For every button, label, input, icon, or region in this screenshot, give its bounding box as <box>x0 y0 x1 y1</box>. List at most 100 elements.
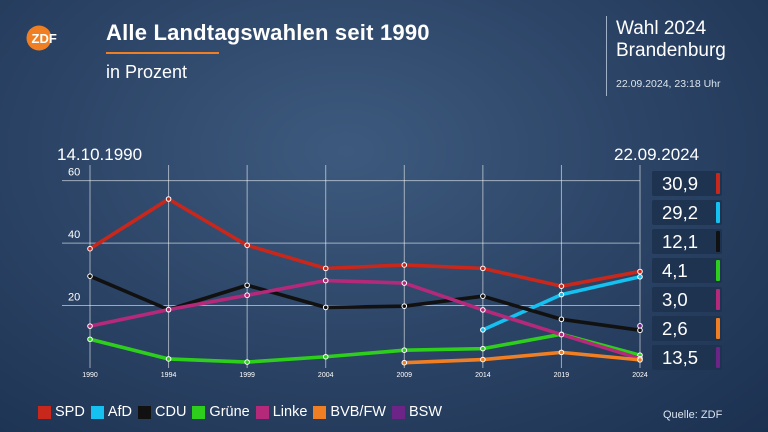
data-point <box>480 345 486 352</box>
x-tick-label: 2009 <box>396 372 412 379</box>
x-tick-label: 1999 <box>239 372 255 379</box>
data-point <box>322 277 329 284</box>
legend-label: CDU <box>155 404 187 420</box>
data-point <box>480 307 486 313</box>
result-color-bar <box>716 173 720 194</box>
end-date: 22.09.2024 <box>614 145 700 164</box>
result-box: 12,1 <box>652 229 722 254</box>
result-color-bar <box>716 260 720 281</box>
result-color-bar <box>716 347 720 368</box>
legend-item: BVB/FW <box>313 404 386 420</box>
result-box: 3,0 <box>652 287 722 312</box>
result-color-bar <box>716 289 720 310</box>
data-point <box>480 327 486 333</box>
legend-swatch <box>392 405 405 419</box>
x-tick-label: 2004 <box>318 372 334 379</box>
legend-item: CDU <box>138 404 186 420</box>
result-value: 2,6 <box>662 318 688 339</box>
data-point <box>558 331 565 338</box>
legend-item: Linke <box>255 404 308 420</box>
result-color-bar <box>716 202 720 223</box>
data-point <box>165 196 172 202</box>
legend-label: Grüne <box>209 404 250 420</box>
data-point <box>87 245 93 252</box>
legend-swatch <box>138 405 151 419</box>
legend-item: SPD <box>38 404 85 420</box>
data-point <box>480 356 486 363</box>
data-point <box>244 242 250 249</box>
legend-item: BSW <box>392 404 442 420</box>
legend-item: Grüne <box>192 404 250 420</box>
data-point <box>480 293 486 299</box>
data-point <box>87 273 93 279</box>
series-line-gr-ne <box>88 332 642 364</box>
result-value: 13,5 <box>662 347 699 368</box>
legend-swatch <box>192 405 206 419</box>
data-point <box>322 353 329 360</box>
x-tick-label: 2014 <box>475 372 491 379</box>
legend-swatch <box>90 405 104 419</box>
legend-item: AfD <box>90 404 132 420</box>
result-value: 30,9 <box>662 173 699 194</box>
x-tick-label: 1990 <box>82 372 98 379</box>
data-point <box>558 291 565 298</box>
data-point <box>165 356 172 362</box>
y-tick-label: 40 <box>68 229 80 241</box>
result-value: 4,1 <box>662 260 688 281</box>
data-point <box>401 303 408 309</box>
data-point <box>165 306 172 313</box>
series-line-linke <box>88 278 642 361</box>
data-point <box>401 262 408 268</box>
result-value: 29,2 <box>662 202 699 223</box>
title-underline <box>106 52 219 54</box>
result-value: 12,1 <box>662 231 699 252</box>
legend-label: SPD <box>55 404 85 420</box>
result-box: 13,5 <box>652 345 722 370</box>
zdf-logo: ZDF <box>26 25 57 51</box>
result-color-bar <box>716 231 720 252</box>
result-box: 2,6 <box>652 316 722 341</box>
y-tick-label: 20 <box>68 292 80 304</box>
data-point <box>244 282 250 289</box>
data-point <box>480 265 486 272</box>
x-tick-label: 1994 <box>161 372 177 379</box>
data-point <box>401 280 408 286</box>
legend-swatch <box>313 405 327 419</box>
x-tick-label: 2024 <box>632 372 648 379</box>
data-point <box>558 316 565 323</box>
data-point <box>401 359 408 366</box>
header-divider <box>606 16 607 96</box>
legend-swatch <box>255 405 269 419</box>
result-box: 4,1 <box>652 258 722 283</box>
data-point <box>244 359 250 365</box>
y-tick-label: 60 <box>68 167 80 179</box>
election-info: Wahl 2024 Brandenburg <box>616 18 726 62</box>
data-point <box>401 347 408 353</box>
start-date: 14.10.1990 <box>57 145 143 164</box>
result-value: 3,0 <box>662 289 688 310</box>
result-box: 29,2 <box>652 200 722 225</box>
x-tick-label: 2019 <box>554 372 570 379</box>
legend-swatch <box>38 405 51 419</box>
data-point <box>637 274 643 280</box>
data-point <box>322 304 329 311</box>
data-point <box>558 283 565 289</box>
data-point <box>87 336 93 343</box>
legend-label: AfD <box>107 404 132 420</box>
data-point <box>87 323 93 329</box>
result-box: 30,9 <box>652 171 722 196</box>
legend-label: BVB/FW <box>330 404 386 420</box>
chart-axis-labels: 20 40 60 1990 1994 1999 2004 2009 2014 2019 2024 <box>68 167 648 379</box>
election-region: Brandenburg <box>616 40 726 61</box>
legend: SPD AfD CDU Grüne Linke BVB/FW BSW <box>38 404 448 420</box>
election-name: Wahl 2024 <box>616 18 707 39</box>
chart-lines <box>87 196 643 366</box>
legend-label: Linke <box>272 404 308 420</box>
timestamp: 22.09.2024, 23:18 Uhr <box>616 78 721 90</box>
series-line-spd <box>88 197 642 288</box>
data-point <box>322 265 329 272</box>
chart-subtitle: in Prozent <box>106 62 188 82</box>
data-point <box>637 323 643 329</box>
